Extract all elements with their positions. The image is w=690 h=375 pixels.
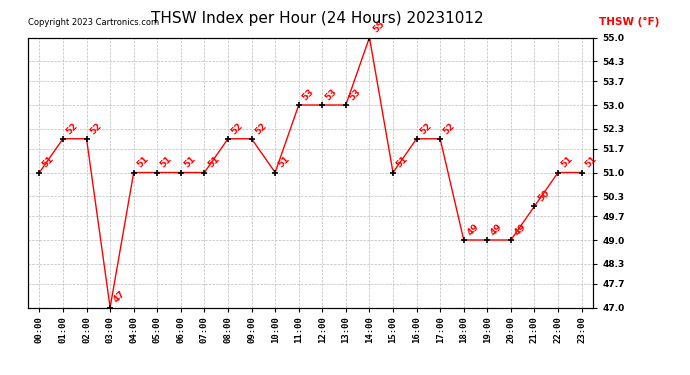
Text: 52: 52 — [64, 121, 79, 136]
Text: 52: 52 — [88, 121, 103, 136]
Text: 51: 51 — [560, 154, 575, 170]
Text: 49: 49 — [512, 222, 528, 237]
Text: 51: 51 — [277, 154, 292, 170]
Text: 51: 51 — [395, 154, 410, 170]
Text: 50: 50 — [536, 188, 551, 204]
Text: 52: 52 — [229, 121, 244, 136]
Text: 51: 51 — [583, 154, 598, 170]
Text: 53: 53 — [347, 87, 362, 102]
Text: 49: 49 — [489, 222, 504, 237]
Text: 51: 51 — [41, 154, 56, 170]
Text: 51: 51 — [159, 154, 174, 170]
Text: 53: 53 — [324, 87, 339, 102]
Text: THSW Index per Hour (24 Hours) 20231012: THSW Index per Hour (24 Hours) 20231012 — [151, 11, 484, 26]
Text: 47: 47 — [112, 290, 127, 305]
Text: 51: 51 — [182, 154, 197, 170]
Text: Copyright 2023 Cartronics.com: Copyright 2023 Cartronics.com — [28, 18, 159, 27]
Text: 51: 51 — [135, 154, 150, 170]
Text: 52: 52 — [418, 121, 433, 136]
Text: 52: 52 — [442, 121, 457, 136]
Text: 53: 53 — [300, 87, 315, 102]
Text: 52: 52 — [253, 121, 268, 136]
Text: 55: 55 — [371, 20, 386, 35]
Text: 51: 51 — [206, 154, 221, 170]
Text: THSW (°F): THSW (°F) — [599, 16, 660, 27]
Text: 49: 49 — [465, 222, 480, 237]
